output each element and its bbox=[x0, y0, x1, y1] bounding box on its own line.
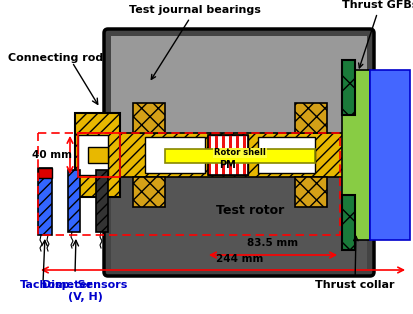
Bar bbox=[235, 135, 239, 175]
Bar bbox=[294, 177, 326, 207]
Text: Test rotor: Test rotor bbox=[215, 203, 283, 216]
Bar bbox=[38, 168, 52, 235]
Text: 244 mm: 244 mm bbox=[216, 254, 263, 264]
Text: Connecting rod: Connecting rod bbox=[8, 53, 103, 63]
Text: 40 mm: 40 mm bbox=[32, 150, 72, 160]
FancyBboxPatch shape bbox=[104, 29, 373, 276]
Bar bbox=[88, 147, 108, 163]
Bar bbox=[96, 170, 108, 232]
Bar bbox=[207, 135, 247, 175]
Text: 83.5 mm: 83.5 mm bbox=[247, 238, 298, 248]
Bar bbox=[38, 168, 52, 178]
Text: PM: PM bbox=[219, 160, 236, 170]
Text: Rotor shell: Rotor shell bbox=[214, 149, 265, 158]
Bar bbox=[78, 135, 108, 175]
Bar bbox=[294, 103, 326, 133]
Bar bbox=[242, 135, 246, 175]
Bar bbox=[111, 147, 366, 269]
Text: Tachometer: Tachometer bbox=[20, 280, 93, 290]
Bar bbox=[221, 135, 225, 175]
Bar bbox=[228, 135, 232, 175]
Text: Disp. Sensors
(V, H): Disp. Sensors (V, H) bbox=[42, 280, 127, 302]
Bar bbox=[120, 133, 354, 177]
Bar bbox=[341, 60, 354, 115]
Text: Thrust collar: Thrust collar bbox=[314, 236, 394, 290]
Bar bbox=[207, 135, 211, 175]
Text: Test journal bearings: Test journal bearings bbox=[129, 5, 260, 79]
Bar bbox=[341, 70, 369, 240]
Text: Thrust GFBs: Thrust GFBs bbox=[341, 0, 413, 68]
Bar bbox=[207, 135, 247, 175]
Bar bbox=[165, 149, 314, 163]
Bar bbox=[75, 113, 120, 197]
Bar bbox=[369, 70, 409, 240]
Bar bbox=[257, 137, 314, 173]
Bar bbox=[111, 36, 366, 155]
Bar bbox=[68, 170, 80, 232]
Bar bbox=[145, 137, 204, 173]
Bar bbox=[214, 135, 218, 175]
Bar bbox=[133, 103, 165, 133]
Bar bbox=[133, 177, 165, 207]
Bar bbox=[341, 195, 354, 250]
